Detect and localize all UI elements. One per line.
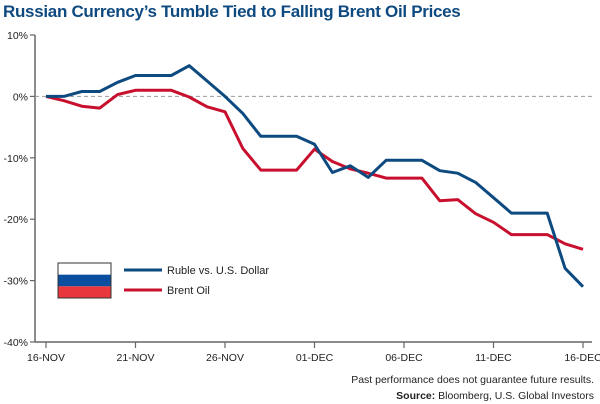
x-tick-label: 21-NOV (117, 352, 155, 364)
x-tick-label: 16-NOV (27, 352, 65, 364)
source-text: Bloomberg, U.S. Global Investors (435, 390, 594, 402)
source-label: Source: (396, 390, 436, 402)
flag-border (57, 262, 112, 299)
flag-stripe (58, 274, 111, 287)
flag-stripe (58, 263, 111, 275)
legend-label: Ruble vs. U.S. Dollar (167, 265, 269, 277)
x-tick-label: 11-DEC (475, 352, 512, 364)
series-line-brent-oil (45, 88, 584, 251)
series-line-ruble (46, 64, 585, 288)
x-tick-label: 06-DEC (385, 352, 423, 364)
x-tick-label: 26-NOV (206, 352, 244, 364)
y-tick-label: -20% (3, 214, 28, 226)
legend-label: Brent Oil (167, 285, 210, 297)
chart-title: Russian Currency’s Tumble Tied to Fallin… (3, 2, 461, 21)
y-tick-label: -10% (3, 153, 28, 165)
disclaimer: Past performance does not guarantee futu… (351, 374, 594, 386)
y-tick-label: -40% (3, 337, 28, 349)
x-tick-label: 01-DEC (296, 352, 334, 364)
y-tick-label: -30% (3, 276, 28, 288)
x-tick-label: 16-DEC (564, 352, 600, 364)
flag-stripe (58, 286, 111, 298)
source-note: Source: Bloomberg, U.S. Global Investors (396, 390, 594, 402)
russian-flag-icon (57, 262, 112, 299)
y-tick-label: 10% (7, 30, 28, 42)
y-tick-label: 0% (13, 91, 28, 103)
